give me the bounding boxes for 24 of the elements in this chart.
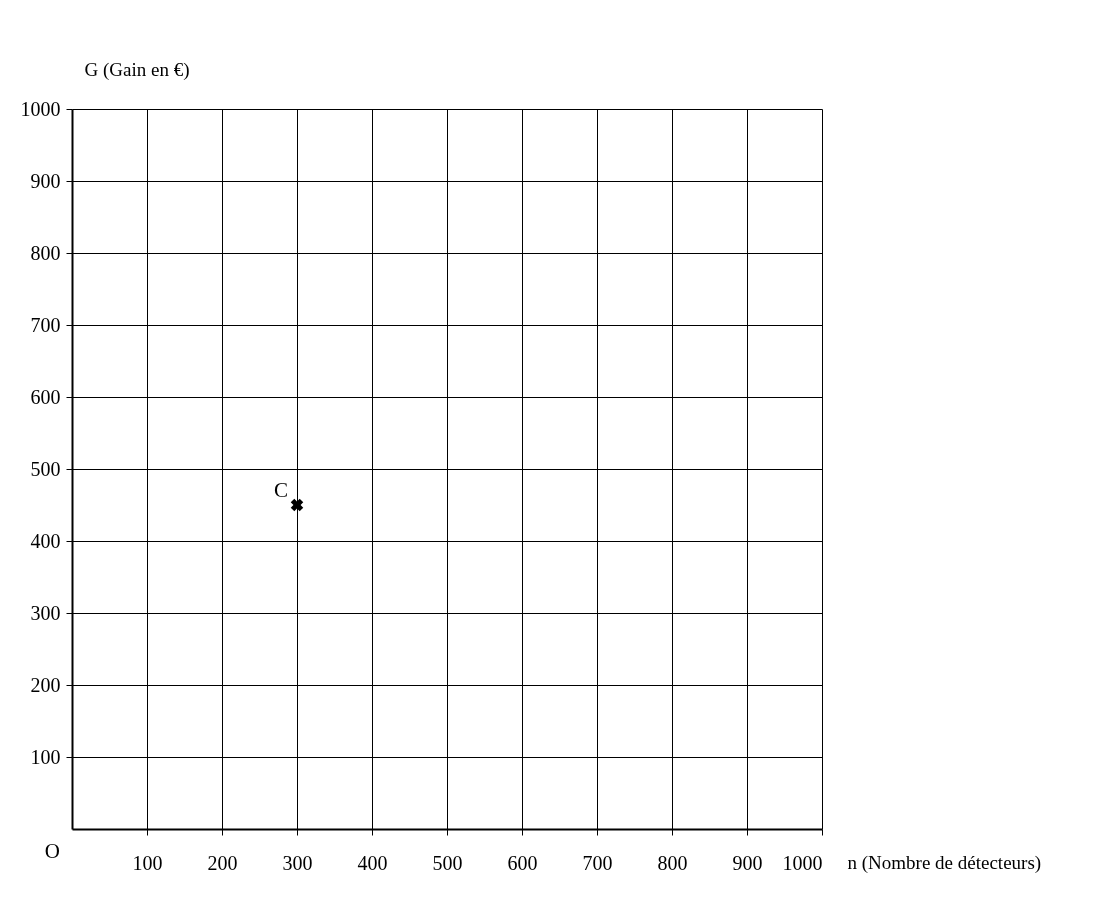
annotation: C <box>273 478 289 502</box>
x-tick-label: 500 <box>432 851 463 874</box>
x-tick-label: 100 <box>132 851 163 874</box>
y-tick-label: 300 <box>30 601 61 624</box>
y-tick-label: 200 <box>30 673 61 696</box>
y-axis-title: G (Gain en €) <box>84 58 190 81</box>
y-tick-label: 500 <box>30 457 61 480</box>
y-tick-label: 600 <box>30 385 61 408</box>
x-tick-label: 300 <box>282 851 313 874</box>
y-tick-label: 800 <box>30 241 61 264</box>
y-tick-label: 1000 <box>20 97 61 120</box>
x-axis-title: n (Nombre de détecteurs) <box>847 851 1042 874</box>
text: O <box>44 839 60 863</box>
y-tick-label: 400 <box>30 529 61 552</box>
x-tick-label: 600 <box>507 851 538 874</box>
x-tick-label: 200 <box>207 851 238 874</box>
y-tick-label: 900 <box>30 169 61 192</box>
y-tick-label: 100 <box>30 745 61 768</box>
x-tick-label: 700 <box>582 851 613 874</box>
x-tick-label: 800 <box>657 851 688 874</box>
x-tick-label: 1000 <box>782 851 823 874</box>
y-tick-label: 700 <box>30 313 61 336</box>
x-tick-label: 900 <box>732 851 763 874</box>
x-tick-label: 400 <box>357 851 388 874</box>
